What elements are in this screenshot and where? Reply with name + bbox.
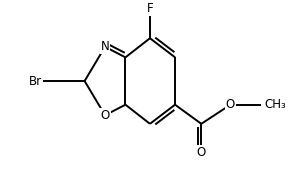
Text: N: N	[101, 40, 110, 53]
Text: O: O	[100, 109, 110, 122]
Text: O: O	[226, 98, 235, 111]
Text: Br: Br	[29, 75, 42, 88]
Text: F: F	[147, 2, 153, 15]
Text: CH₃: CH₃	[264, 98, 286, 111]
Text: O: O	[197, 146, 206, 159]
